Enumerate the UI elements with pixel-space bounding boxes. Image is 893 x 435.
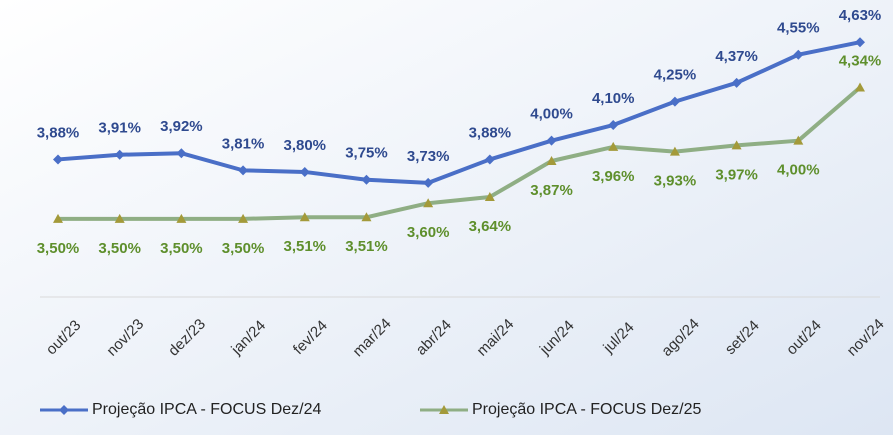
data-label: 3,80% — [283, 137, 326, 154]
data-label: 3,92% — [160, 118, 203, 135]
data-label: 3,51% — [345, 238, 388, 255]
marker — [176, 148, 187, 159]
data-label: 3,88% — [469, 124, 512, 141]
data-label: 3,75% — [345, 145, 388, 162]
legend-marker — [439, 405, 449, 414]
marker — [238, 213, 249, 223]
marker — [608, 120, 619, 131]
data-label: 4,00% — [777, 162, 820, 179]
marker — [423, 198, 434, 208]
marker — [238, 165, 249, 176]
data-label: 4,25% — [654, 67, 697, 84]
marker — [114, 213, 125, 223]
legend-label: Projeção IPCA - FOCUS Dez/25 — [472, 401, 702, 418]
data-label: 3,50% — [160, 240, 203, 257]
data-label: 4,55% — [777, 20, 820, 37]
data-label: 3,96% — [592, 168, 635, 185]
data-label: 4,63% — [839, 7, 882, 24]
marker — [176, 213, 187, 223]
marker — [793, 49, 804, 60]
data-label: 3,50% — [222, 240, 265, 257]
data-label: 4,37% — [715, 48, 758, 65]
marker — [546, 156, 557, 166]
data-label: 3,64% — [469, 218, 512, 235]
marker — [361, 174, 372, 185]
data-label: 3,87% — [530, 182, 573, 199]
data-label: 4,00% — [530, 106, 573, 123]
series-line — [58, 86, 862, 221]
marker — [299, 166, 310, 177]
marker — [608, 141, 619, 151]
series-line — [57, 40, 861, 185]
data-label: 3,81% — [222, 135, 265, 152]
marker — [423, 177, 434, 188]
marker — [669, 96, 680, 107]
data-label: 3,93% — [654, 173, 697, 190]
marker — [53, 154, 63, 165]
data-label: 3,73% — [407, 148, 450, 165]
marker — [114, 149, 125, 160]
marker — [484, 154, 495, 165]
data-label: 3,51% — [283, 238, 326, 255]
data-label: 3,88% — [37, 124, 80, 141]
data-label: 3,50% — [98, 240, 141, 257]
data-label: 4,34% — [839, 53, 882, 70]
marker — [546, 135, 557, 146]
legend-label: Projeção IPCA - FOCUS Dez/24 — [92, 401, 322, 418]
marker — [361, 212, 372, 222]
marker — [299, 212, 310, 222]
data-label: 4,10% — [592, 90, 635, 107]
marker — [731, 77, 742, 88]
marker — [855, 37, 865, 48]
legend-marker — [59, 405, 69, 415]
marker — [793, 135, 804, 145]
data-label: 3,91% — [98, 120, 141, 137]
marker — [484, 191, 495, 201]
data-label: 3,97% — [715, 166, 758, 183]
marker — [669, 146, 680, 156]
data-label: 3,60% — [407, 224, 450, 241]
marker — [53, 213, 63, 223]
marker — [855, 82, 865, 92]
marker — [731, 140, 742, 150]
data-label: 3,50% — [37, 240, 80, 257]
